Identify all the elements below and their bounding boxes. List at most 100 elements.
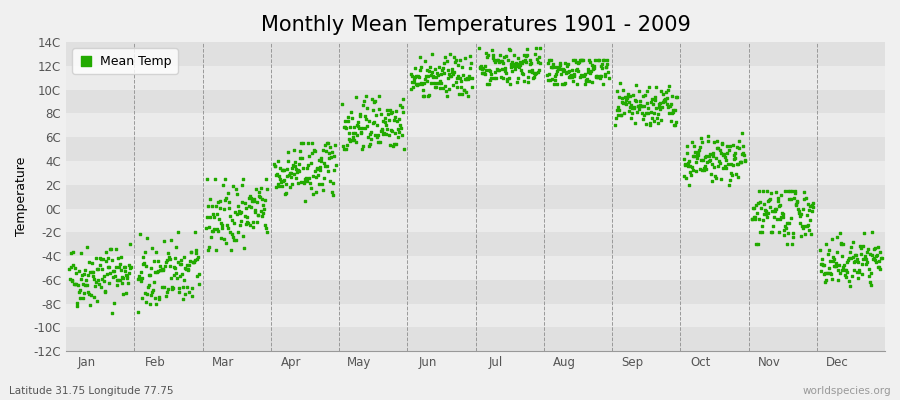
Point: [733, 145, 747, 152]
Bar: [66, 256, 885, 280]
Point: [183, 258, 197, 264]
Point: [785, 188, 799, 194]
Point: [858, 252, 872, 259]
Point: [735, 150, 750, 157]
Point: [78, 282, 93, 288]
Point: [163, 256, 177, 262]
Point: [712, 159, 726, 166]
Point: [348, 139, 363, 146]
Point: [421, 73, 436, 80]
Point: [356, 102, 371, 108]
Point: [617, 100, 632, 106]
Point: [207, 226, 221, 232]
Point: [95, 265, 110, 272]
Point: [309, 188, 323, 195]
Point: [94, 284, 109, 290]
Point: [117, 264, 131, 270]
Point: [646, 110, 661, 116]
Point: [500, 57, 515, 64]
Point: [502, 46, 517, 52]
Point: [726, 161, 741, 168]
Point: [360, 122, 374, 129]
Point: [456, 86, 471, 93]
Point: [360, 104, 374, 111]
Point: [345, 136, 359, 143]
Point: [341, 136, 356, 143]
Point: [805, 208, 819, 214]
Point: [546, 64, 561, 71]
Point: [626, 92, 640, 98]
Point: [282, 172, 296, 178]
Point: [610, 112, 625, 119]
Point: [554, 80, 569, 87]
Point: [568, 57, 582, 63]
Point: [156, 266, 170, 272]
Point: [570, 80, 584, 87]
Point: [395, 108, 410, 115]
Point: [847, 259, 861, 266]
Point: [714, 176, 728, 182]
Point: [158, 292, 173, 299]
Point: [212, 216, 226, 222]
Point: [438, 82, 453, 89]
Point: [796, 206, 810, 212]
Point: [700, 159, 715, 165]
Point: [242, 222, 256, 228]
Point: [728, 155, 742, 161]
Point: [411, 81, 426, 87]
Point: [608, 122, 623, 128]
Point: [414, 80, 428, 86]
Point: [615, 95, 629, 102]
Point: [436, 84, 450, 91]
Point: [432, 80, 446, 87]
Point: [190, 256, 204, 262]
Point: [148, 268, 163, 275]
Point: [842, 249, 857, 256]
Point: [709, 155, 724, 161]
Point: [457, 76, 472, 83]
Point: [576, 57, 590, 63]
Point: [618, 94, 633, 101]
Point: [488, 59, 502, 65]
Point: [390, 118, 404, 124]
Point: [363, 131, 377, 137]
Point: [677, 156, 691, 162]
Point: [658, 96, 672, 102]
Point: [223, 213, 238, 220]
Point: [256, 206, 271, 212]
Point: [504, 64, 518, 70]
Point: [75, 272, 89, 278]
Point: [229, 186, 243, 192]
Point: [250, 198, 265, 205]
Point: [791, 208, 806, 214]
Point: [286, 147, 301, 154]
Point: [237, 176, 251, 182]
Point: [122, 262, 137, 268]
Point: [82, 259, 96, 266]
Point: [406, 76, 420, 82]
Point: [307, 147, 321, 153]
Point: [479, 50, 493, 56]
Point: [506, 63, 520, 69]
Point: [86, 273, 101, 280]
Point: [382, 116, 396, 123]
Point: [88, 278, 103, 285]
Point: [655, 104, 670, 110]
Point: [431, 71, 446, 78]
Point: [155, 265, 169, 272]
Point: [736, 142, 751, 149]
Point: [153, 266, 167, 273]
Point: [347, 130, 362, 136]
Point: [567, 71, 581, 77]
Point: [629, 82, 643, 88]
Point: [369, 112, 383, 118]
Point: [729, 171, 743, 177]
Point: [821, 251, 835, 258]
Point: [557, 80, 572, 87]
Point: [183, 262, 197, 268]
Point: [222, 198, 237, 205]
Point: [801, 222, 815, 228]
Point: [423, 63, 437, 70]
Point: [451, 62, 465, 68]
Point: [238, 213, 252, 219]
